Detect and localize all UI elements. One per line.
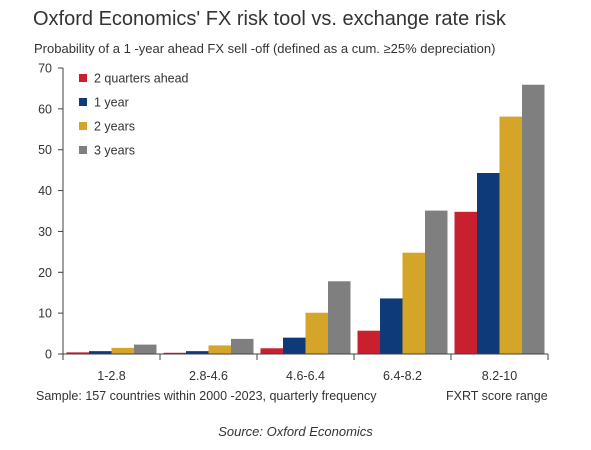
bar	[111, 347, 134, 354]
y-tick-label: 70	[38, 62, 52, 76]
bar	[328, 281, 351, 354]
bar	[231, 338, 254, 354]
legend-label: 2 years	[94, 120, 135, 134]
source-note: Source: Oxford Economics	[218, 424, 373, 439]
x-tick-label: 2.8-4.6	[189, 369, 228, 383]
y-axis: 0 10 20 30 40 50 60 70	[38, 62, 64, 362]
bars	[66, 84, 545, 355]
bar	[186, 351, 209, 354]
bar	[305, 312, 328, 354]
y-tick-label: 30	[38, 225, 52, 239]
bar	[208, 345, 231, 354]
sample-note: Sample: 157 countries within 2000 -2023,…	[36, 389, 377, 403]
bar	[283, 337, 306, 354]
bar	[402, 252, 425, 354]
legend-swatch	[79, 122, 87, 130]
x-tick-label: 4.6-6.4	[286, 369, 325, 383]
bar	[454, 211, 477, 354]
bar	[89, 351, 112, 354]
y-tick-label: 10	[38, 307, 52, 321]
x-tick-label: 1-2.8	[97, 369, 126, 383]
y-tick-label: 40	[38, 184, 52, 198]
bar	[425, 210, 448, 354]
x-tick-label: 8.2-10	[482, 369, 517, 383]
bar	[380, 298, 403, 354]
y-tick-label: 50	[38, 143, 52, 157]
legend-swatch	[79, 146, 87, 154]
bar	[163, 352, 186, 354]
y-tick-label: 20	[38, 266, 52, 280]
bar	[522, 84, 545, 354]
chart-subtitle: Probability of a 1 -year ahead FX sell -…	[34, 41, 496, 56]
bar	[499, 116, 522, 355]
x-axis: 1-2.8 2.8-4.6 4.6-6.4 6.4-8.2 8.2-10	[62, 353, 549, 383]
bar-chart: 0 10 20 30 40 50 60 70 1-2.8 2.8-4.6 4.6-6.4 6.4-8…	[38, 62, 549, 383]
bar	[134, 344, 157, 354]
chart-title: Oxford Economics' FX risk tool vs. excha…	[33, 8, 506, 30]
x-axis-title: FXRT score range	[446, 389, 548, 403]
legend-label: 2 quarters ahead	[94, 72, 189, 86]
legend-label: 1 year	[94, 96, 129, 110]
bar	[357, 330, 380, 354]
bar	[66, 352, 89, 354]
bar	[260, 348, 283, 354]
bar	[477, 173, 500, 354]
legend: 2 quarters ahead 1 year 2 years 3 years	[79, 72, 189, 158]
legend-swatch	[79, 74, 87, 82]
y-tick-label: 60	[38, 102, 52, 116]
legend-label: 3 years	[94, 144, 135, 158]
x-tick-label: 6.4-8.2	[383, 369, 422, 383]
y-tick-label: 0	[45, 348, 52, 362]
legend-swatch	[79, 98, 87, 106]
